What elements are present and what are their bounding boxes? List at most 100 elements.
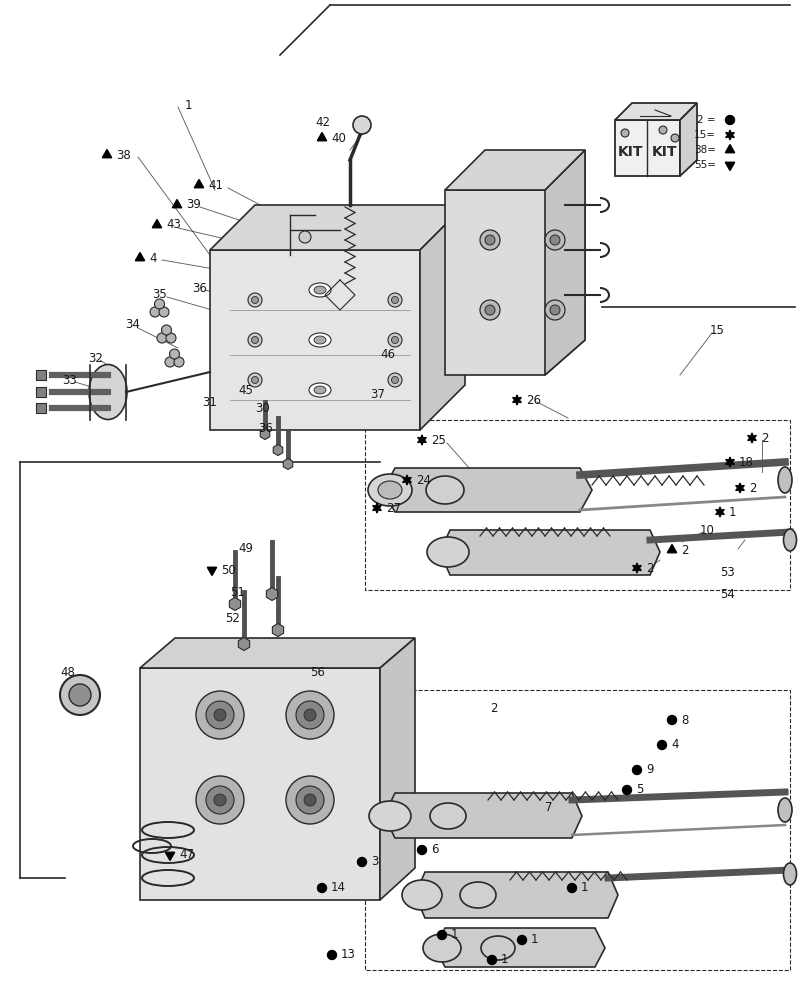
Circle shape <box>388 293 401 307</box>
Text: 49: 49 <box>238 542 253 554</box>
Circle shape <box>620 129 629 137</box>
Polygon shape <box>317 133 326 141</box>
Circle shape <box>247 373 262 387</box>
Circle shape <box>391 336 398 344</box>
Text: KIT: KIT <box>617 145 643 159</box>
Polygon shape <box>135 252 144 261</box>
Circle shape <box>670 134 678 142</box>
Text: 53: 53 <box>719 566 734 578</box>
Text: 34: 34 <box>125 318 139 332</box>
Circle shape <box>206 701 234 729</box>
Polygon shape <box>207 567 217 576</box>
Ellipse shape <box>89 364 127 420</box>
Text: 30: 30 <box>255 401 269 414</box>
Circle shape <box>157 333 167 343</box>
Circle shape <box>479 230 500 250</box>
Polygon shape <box>435 928 604 967</box>
Circle shape <box>327 950 336 959</box>
Circle shape <box>391 376 398 383</box>
Circle shape <box>657 740 666 750</box>
Circle shape <box>214 709 225 721</box>
Circle shape <box>632 765 641 774</box>
Text: 31: 31 <box>202 395 217 408</box>
Polygon shape <box>165 852 174 860</box>
Circle shape <box>214 794 225 806</box>
Text: 14: 14 <box>331 881 345 894</box>
Text: 1: 1 <box>500 953 508 966</box>
Bar <box>36 403 46 413</box>
Text: 2: 2 <box>646 562 653 574</box>
Text: 15=: 15= <box>693 130 715 140</box>
Circle shape <box>549 305 560 315</box>
Text: 43: 43 <box>165 219 181 232</box>
Text: 18: 18 <box>738 456 753 468</box>
Circle shape <box>285 776 333 824</box>
Polygon shape <box>725 130 733 140</box>
Circle shape <box>484 235 495 245</box>
Ellipse shape <box>378 481 401 499</box>
Polygon shape <box>152 220 161 228</box>
Circle shape <box>479 300 500 320</box>
Circle shape <box>357 857 366 866</box>
Text: 1: 1 <box>450 928 458 941</box>
Ellipse shape <box>783 529 796 551</box>
Ellipse shape <box>314 336 325 344</box>
Circle shape <box>517 935 526 944</box>
Circle shape <box>549 235 560 245</box>
Circle shape <box>169 349 179 359</box>
Text: 36: 36 <box>191 282 207 294</box>
Text: 38: 38 <box>116 149 131 162</box>
Polygon shape <box>194 180 204 188</box>
Text: 6: 6 <box>431 843 438 856</box>
Text: 4: 4 <box>148 251 157 264</box>
Text: 40: 40 <box>331 132 345 145</box>
Polygon shape <box>747 433 755 443</box>
Polygon shape <box>714 507 723 517</box>
Circle shape <box>150 307 160 317</box>
Circle shape <box>303 709 315 721</box>
Ellipse shape <box>401 880 441 910</box>
Text: 50: 50 <box>221 564 235 576</box>
Polygon shape <box>440 530 659 575</box>
Polygon shape <box>402 475 411 485</box>
Text: 24: 24 <box>415 474 431 487</box>
Text: 8: 8 <box>680 714 688 726</box>
Ellipse shape <box>426 476 463 504</box>
Polygon shape <box>419 205 465 430</box>
Circle shape <box>285 691 333 739</box>
Text: 7: 7 <box>544 801 551 814</box>
Polygon shape <box>210 205 465 250</box>
Circle shape <box>544 230 564 250</box>
Circle shape <box>298 231 311 243</box>
Bar <box>365 420 789 590</box>
Circle shape <box>251 296 258 304</box>
Ellipse shape <box>309 283 331 297</box>
Polygon shape <box>632 563 641 573</box>
Circle shape <box>251 336 258 344</box>
Text: 10: 10 <box>699 524 714 536</box>
Circle shape <box>353 116 371 134</box>
Text: 42: 42 <box>315 116 329 129</box>
Ellipse shape <box>430 803 466 829</box>
Circle shape <box>247 333 262 347</box>
Polygon shape <box>444 150 584 190</box>
Text: 4: 4 <box>670 738 678 752</box>
Circle shape <box>154 299 165 309</box>
Circle shape <box>724 116 734 125</box>
Text: 35: 35 <box>152 288 166 302</box>
Text: 47: 47 <box>178 848 194 861</box>
Text: 48: 48 <box>60 666 75 678</box>
Circle shape <box>667 716 676 724</box>
Polygon shape <box>172 200 182 208</box>
Polygon shape <box>512 395 521 405</box>
Circle shape <box>388 373 401 387</box>
Ellipse shape <box>777 467 791 493</box>
Text: 1: 1 <box>185 99 192 112</box>
Polygon shape <box>444 150 584 375</box>
Polygon shape <box>414 872 617 918</box>
Polygon shape <box>724 145 734 153</box>
Polygon shape <box>372 503 381 513</box>
Text: 39: 39 <box>186 198 200 212</box>
Circle shape <box>161 325 171 335</box>
Text: 5: 5 <box>635 783 642 796</box>
